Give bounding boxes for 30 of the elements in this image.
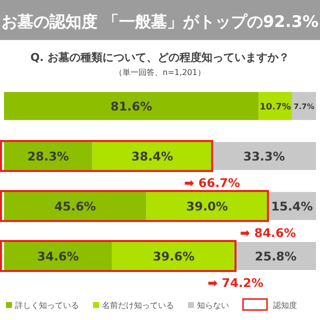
legend-label: 名前だけ知っている: [102, 301, 174, 310]
bar: [92, 142, 212, 170]
data-label: 28.3%: [27, 150, 69, 164]
bar: [4, 242, 112, 270]
data-label: 81.6%: [110, 100, 152, 114]
data-label: 33.3%: [243, 150, 285, 164]
data-label: 39.6%: [152, 250, 195, 264]
data-label: 39.0%: [186, 200, 228, 214]
data-label: 38.4%: [131, 150, 174, 164]
legend-label: 詳しく知っている: [15, 301, 79, 310]
bar: [292, 92, 316, 120]
chart-subtitle: Q. お墓の種類について、どの程度知っていますか？: [30, 51, 290, 64]
bar: [112, 242, 236, 270]
bar: [4, 192, 146, 220]
legend-label: 知らない: [197, 301, 229, 310]
text: 認知度: [273, 301, 297, 310]
text: （単一回答、n=1,201）: [114, 68, 206, 77]
bar: [212, 142, 316, 170]
annotation: ➡ 66.7%: [184, 176, 240, 190]
bar: [146, 192, 268, 220]
data-label: 15.4%: [271, 200, 313, 214]
data-label: 10.7%: [260, 102, 291, 112]
chart-title: お墓の認知度 「一般墓」がトップの92.3%: [1, 12, 319, 31]
bar: [4, 142, 92, 170]
annotation: ➡ 74.2%: [208, 276, 264, 290]
annotation: ➡ 84.6%: [240, 226, 296, 240]
data-label: 45.6%: [54, 200, 96, 214]
bar: [4, 92, 259, 120]
data-label: 25.8%: [254, 250, 297, 264]
data-label: 34.6%: [37, 250, 79, 264]
